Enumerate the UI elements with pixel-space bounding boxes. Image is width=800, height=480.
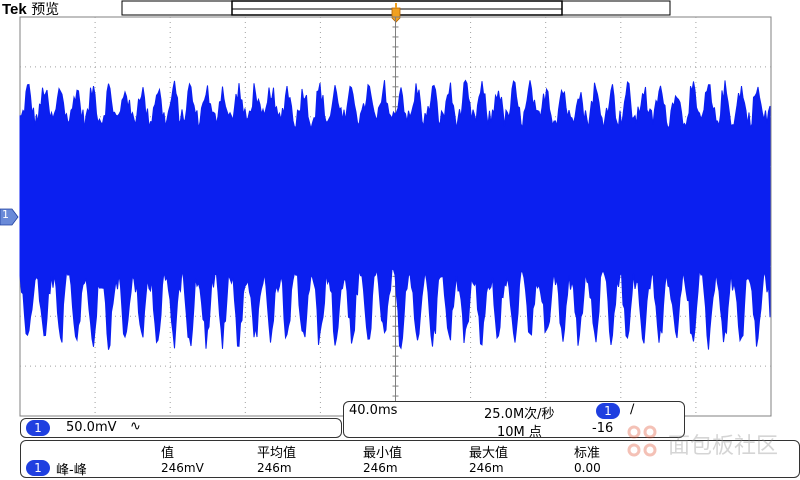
meas-header-stddev: 标准 xyxy=(574,446,601,461)
trigger-source-badge: 1 xyxy=(596,403,620,419)
ch1-badge: 1 xyxy=(26,420,50,436)
ch1-ground-marker-label: 1 xyxy=(2,208,9,221)
coupling-icon: ∿ xyxy=(130,419,141,434)
watermark: 面包板社区 xyxy=(620,420,798,466)
trigger-slope-icon: ∕ xyxy=(630,402,635,417)
record-length: 10M 点 xyxy=(497,425,542,440)
timebase-panel[interactable] xyxy=(343,401,685,438)
measurement-panel[interactable] xyxy=(20,440,800,478)
brand-header: Tek 预览 xyxy=(2,0,59,19)
watermark-text: 面包板社区 xyxy=(668,434,779,459)
acquisition-mode-label: 预览 xyxy=(31,2,60,18)
meas-value: 246mV xyxy=(161,461,204,475)
watermark-logo-icon xyxy=(627,425,657,457)
meas-header-min: 最小值 xyxy=(363,446,403,461)
ch1-scale: 50.0mV xyxy=(66,420,117,435)
trigger-level: -16 xyxy=(592,421,614,436)
ch1-waveform xyxy=(19,79,771,350)
horizontal-scale: 40.0ms xyxy=(349,403,398,418)
meas-header-max: 最大值 xyxy=(469,446,509,461)
trigger-position-marker[interactable] xyxy=(391,3,401,23)
meas-header-value: 值 xyxy=(161,446,175,461)
sample-rate: 25.0M次/秒 xyxy=(484,407,555,422)
ch1-ground-marker[interactable] xyxy=(0,208,19,226)
meas-max: 246m xyxy=(469,461,504,475)
meas-min: 246m xyxy=(363,461,398,475)
brand-logo: Tek xyxy=(2,1,27,18)
meas-type: 峰-峰 xyxy=(56,463,87,478)
meas-mean: 246m xyxy=(257,461,292,475)
meas-header-mean: 平均值 xyxy=(257,446,297,461)
channel-readout-panel[interactable] xyxy=(20,418,342,438)
meas-stddev: 0.00 xyxy=(574,461,601,475)
meas-ch1-badge: 1 xyxy=(26,460,50,476)
